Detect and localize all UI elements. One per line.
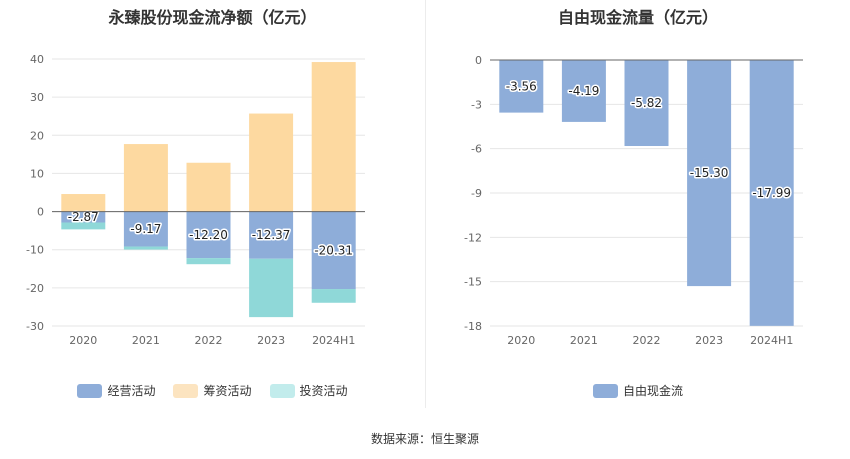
y-tick-label: -9 — [471, 187, 482, 200]
data-label: -5.82 — [631, 96, 662, 110]
net-cashflow-chart-title: 永臻股份现金流净额（亿元） — [108, 8, 317, 27]
bar-operating — [249, 211, 294, 259]
data-label: -4.19 — [568, 84, 599, 98]
bar-free-cashflow — [624, 60, 669, 147]
y-tick-label: -12 — [464, 231, 482, 244]
bar-financing — [123, 144, 168, 212]
legend-label-financing: 筹资活动 — [203, 384, 252, 398]
bar-financing — [249, 113, 294, 212]
legend-swatch-operating — [77, 383, 103, 398]
y-tick-label: -6 — [471, 143, 482, 156]
bar-operating — [123, 211, 168, 247]
free-cashflow-chart: -18 -15 -12 -9 -6 -3 0 2020 -3.56 2021 -4.19 2022 -5… — [464, 54, 803, 347]
y-tick-label: -20 — [26, 282, 44, 295]
x-tick-label: 2020 — [507, 334, 535, 347]
bar-financing — [186, 162, 231, 212]
data-label: -17.99 — [752, 186, 791, 200]
bar-free-cashflow — [499, 60, 544, 113]
bar-financing — [61, 194, 106, 212]
legend-label-operating: 经营活动 — [107, 384, 156, 398]
y-tick-label: -18 — [464, 320, 482, 333]
x-tick-label: 2022 — [195, 334, 223, 347]
net-cashflow-legend: 经营活动 筹资活动 投资活动 — [0, 382, 425, 399]
data-label: -3.56 — [506, 79, 537, 93]
data-label: -12.37 — [252, 228, 291, 242]
x-tick-label: 2023 — [257, 334, 285, 347]
net-cashflow-chart: -30 -20 -10 0 10 20 30 40 2020 -2.87 2021 -9.17 2022… — [26, 53, 365, 347]
x-tick-label: 2020 — [69, 334, 97, 347]
data-label: -20.31 — [314, 243, 353, 257]
x-tick-label: 2024H1 — [312, 334, 355, 347]
bar-free-cashflow — [687, 60, 732, 287]
legend-item-investing[interactable]: 投资活动 — [269, 382, 348, 399]
data-label: -2.87 — [68, 210, 99, 224]
y-tick-label: -3 — [471, 98, 482, 111]
legend-label-free-cashflow: 自由现金流 — [622, 384, 683, 398]
y-tick-label: 40 — [30, 53, 44, 66]
bar-operating — [311, 211, 356, 290]
free-cashflow-chart-title: 自由现金流量（亿元） — [557, 8, 718, 27]
bar-investing — [311, 289, 356, 303]
y-tick-label: 20 — [30, 129, 44, 142]
bar-operating — [186, 211, 231, 259]
y-tick-label: 0 — [475, 54, 482, 67]
legend-swatch-financing — [173, 383, 199, 398]
y-tick-label: 30 — [30, 91, 44, 104]
data-label: -15.30 — [690, 166, 729, 180]
legend-label-investing: 投资活动 — [299, 384, 348, 398]
bar-free-cashflow — [561, 60, 606, 122]
bar-financing — [311, 62, 356, 212]
net-cashflow-chart-panel: 永臻股份现金流净额（亿元） -30 -20 -10 0 10 20 30 40 2020 -2.8… — [0, 0, 425, 408]
free-cashflow-legend: 自由现金流 — [426, 382, 850, 399]
legend-item-operating[interactable]: 经营活动 — [77, 382, 155, 399]
y-tick-label: -15 — [464, 276, 482, 289]
free-cashflow-chart-panel: 自由现金流量（亿元） -18 -15 -12 -9 -6 -3 0 2020 -3.56 2021… — [426, 0, 850, 408]
legend-swatch-free-cashflow — [592, 383, 618, 398]
bar-free-cashflow — [749, 60, 794, 326]
data-source-note: 数据来源：恒生聚源 — [370, 432, 479, 446]
x-tick-label: 2023 — [695, 334, 723, 347]
legend-item-free-cashflow[interactable]: 自由现金流 — [592, 382, 683, 399]
legend-item-financing[interactable]: 筹资活动 — [173, 382, 252, 399]
bar-investing — [249, 258, 294, 318]
panel-divider — [425, 0, 426, 408]
y-tick-label: 0 — [37, 206, 44, 219]
x-tick-label: 2021 — [570, 334, 598, 347]
x-tick-label: 2024H1 — [750, 334, 793, 347]
y-tick-label: -30 — [26, 320, 44, 333]
x-tick-label: 2021 — [132, 334, 160, 347]
legend-swatch-investing — [269, 383, 295, 398]
y-tick-label: 10 — [30, 167, 44, 180]
data-label: -12.20 — [189, 228, 228, 242]
bar-investing — [61, 222, 106, 230]
bar-investing — [186, 258, 231, 265]
x-tick-label: 2022 — [633, 334, 661, 347]
bar-operating — [61, 211, 106, 223]
data-label: -9.17 — [130, 222, 161, 236]
bar-investing — [123, 246, 168, 250]
y-tick-label: -10 — [26, 244, 44, 257]
